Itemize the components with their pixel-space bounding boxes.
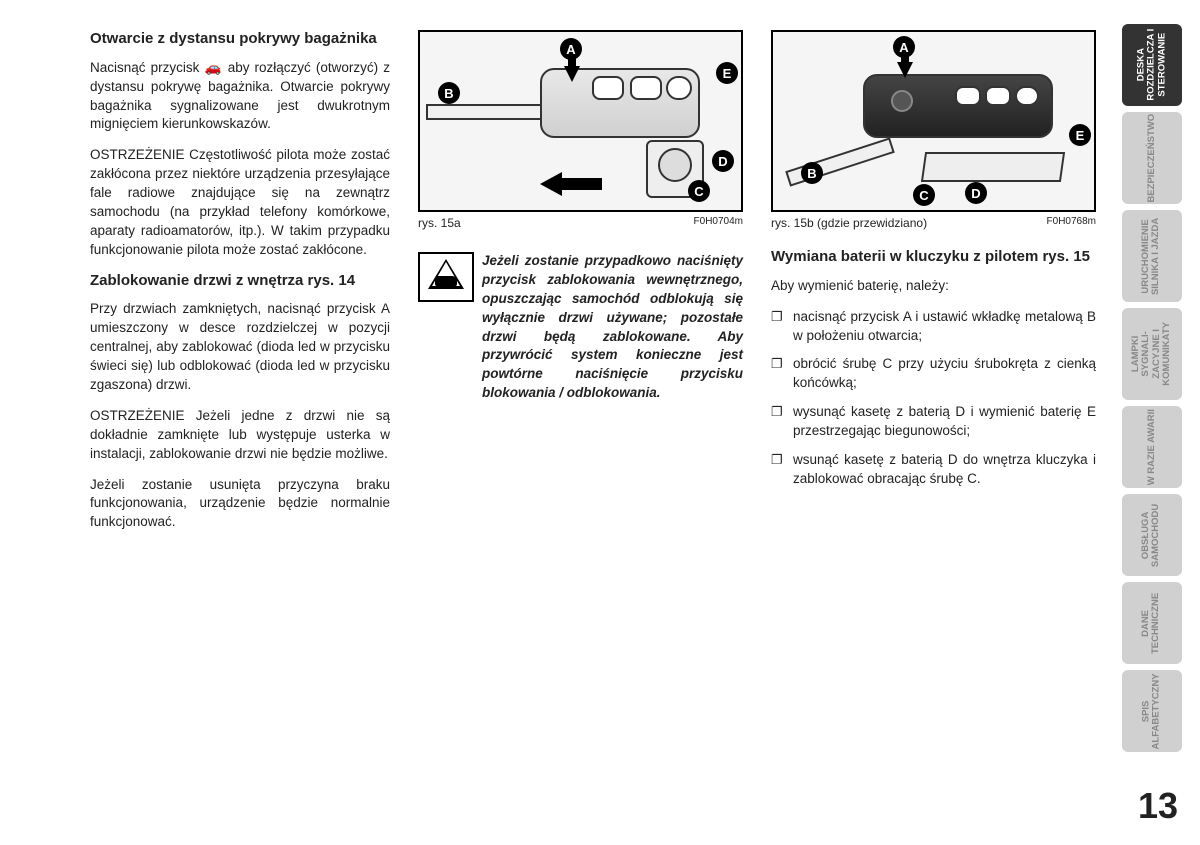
heading-trunk-open: Otwarcie z dystansu pokrywy bagażnika (90, 30, 390, 49)
callout-e: E (716, 62, 738, 84)
warning-box: Jeżeli zostanie przypadkowo naciśnięty p… (418, 252, 743, 403)
para-battery-intro: Aby wymienić baterię, należy: (771, 277, 1096, 296)
warning-triangle-icon (418, 252, 474, 302)
para-lock-2: OSTRZEŻENIE Jeżeli jedne z drzwi nie są … (90, 407, 390, 464)
callout-a2: A (893, 36, 915, 58)
figure-15a: A B C D E (418, 30, 743, 212)
page-number: 13 (1138, 785, 1178, 827)
figure-15a-caption: rys. 15a F0H0704m (418, 216, 743, 230)
callout-c2: C (913, 184, 935, 206)
fig-15b-label: rys. 15b (gdzie przewidziano) (771, 216, 927, 230)
tab-starting[interactable]: URUCHOMIENIE SILNIKA I JAZDA (1122, 210, 1182, 302)
callout-c: C (688, 180, 710, 202)
page-content: Otwarcie z dystansu pokrywy bagażnika Na… (0, 0, 1200, 564)
para-trunk-open: Nacisnąć przycisk 🚗 aby rozłączyć (otwor… (90, 59, 390, 135)
tab-lamps[interactable]: LAMPKI SYGNALI- ZACYJNE I KOMUNIKATY (1122, 308, 1182, 400)
column-1: Otwarcie z dystansu pokrywy bagażnika Na… (90, 30, 390, 544)
heading-battery: Wymiana baterii w kluczyku z pilotem rys… (771, 248, 1096, 267)
para-lock-1: Przy drzwiach zamkniętych, nacisnąć przy… (90, 300, 390, 394)
heading-lock-inside: Zablokowanie drzwi z wnętrza rys. 14 (90, 272, 390, 291)
callout-e2: E (1069, 124, 1091, 146)
warning-text: Jeżeli zostanie przypadkowo naciśnięty p… (482, 252, 743, 403)
fig-15a-label: rys. 15a (418, 216, 461, 230)
callout-b: B (438, 82, 460, 104)
figure-15b-caption: rys. 15b (gdzie przewidziano) F0H0768m (771, 216, 1096, 230)
tab-safety[interactable]: BEZPIECZEŃSTWO (1122, 112, 1182, 204)
step-4: wsunąć kasetę z baterią D do wnętrza klu… (771, 451, 1096, 489)
callout-a: A (560, 38, 582, 60)
fig-15b-code: F0H0768m (1047, 216, 1096, 230)
column-3: A B C D E rys. 15b (gdzie przewidziano) … (771, 30, 1096, 544)
battery-steps-list: nacisnąć przycisk A i ustawić wkładkę me… (771, 308, 1096, 489)
tab-techdata[interactable]: DANE TECHNICZNE (1122, 582, 1182, 664)
step-1: nacisnąć przycisk A i ustawić wkładkę me… (771, 308, 1096, 346)
para-lock-3: Jeżeli zostanie usunięta przyczyna braku… (90, 476, 390, 533)
tab-dashboard[interactable]: DESKA ROZDZIELCZA I STEROWANIE (1122, 24, 1182, 106)
step-2: obrócić śrubę C przy użyciu śrubokręta z… (771, 355, 1096, 393)
section-tabs: DESKA ROZDZIELCZA I STEROWANIE BEZPIECZE… (1122, 24, 1182, 752)
fig-15a-code: F0H0704m (694, 216, 743, 230)
callout-d2: D (965, 182, 987, 204)
para-warning-freq: OSTRZEŻENIE Częstotliwość pilota może zo… (90, 146, 390, 259)
column-2: A B C D E rys. 15a F0H0704m Jeżeli zosta… (418, 30, 743, 544)
tab-service[interactable]: OBSŁUGA SAMOCHODU (1122, 494, 1182, 576)
tab-emergency[interactable]: W RAZIE AWARII (1122, 406, 1182, 488)
callout-b2: B (801, 162, 823, 184)
callout-d: D (712, 150, 734, 172)
step-3: wysunąć kasetę z baterią D i wymienić ba… (771, 403, 1096, 441)
figure-15b: A B C D E (771, 30, 1096, 212)
tab-index[interactable]: SPIS ALFABETYCZNY (1122, 670, 1182, 752)
